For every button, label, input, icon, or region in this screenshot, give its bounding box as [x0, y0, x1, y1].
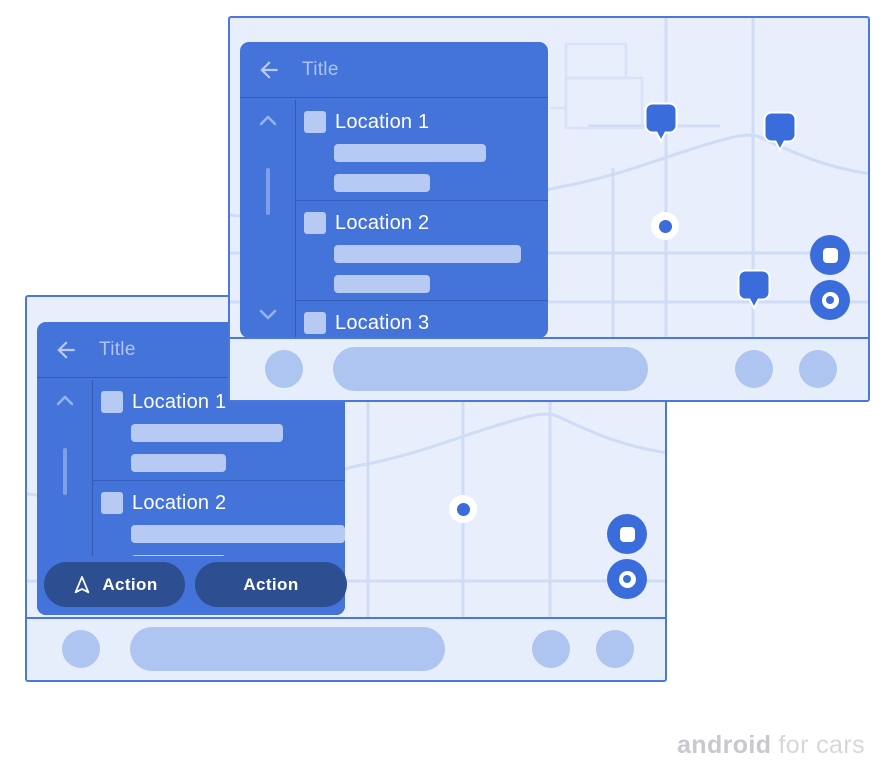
panel-header: Title	[37, 322, 345, 378]
action-bar: Action Action	[44, 562, 347, 607]
list-item-label: Location 1	[132, 390, 227, 413]
panel-header: Title	[240, 42, 548, 98]
list-item-label: Location 2	[132, 491, 227, 514]
map-action-button-square[interactable]	[607, 514, 647, 554]
list-item-label: Location 3	[335, 311, 430, 334]
location-dot-icon	[658, 219, 672, 233]
list-item[interactable]: Location 2	[296, 199, 548, 300]
chevron-up-icon	[259, 115, 276, 125]
arrow-left-icon	[57, 340, 75, 359]
list-item-thumbnail	[304, 111, 326, 133]
location-dot-icon	[456, 502, 470, 516]
list-item-thumbnail	[101, 391, 123, 413]
circle-icon	[821, 291, 839, 309]
navigation-icon	[75, 575, 90, 593]
bottom-bar	[230, 337, 868, 400]
scrollbar-indicator[interactable]	[265, 167, 270, 215]
action-button-primary[interactable]: Action	[44, 562, 185, 607]
chevron-down-icon	[259, 309, 276, 320]
back-button[interactable]	[52, 336, 80, 364]
place-list-panel: Title Loc	[240, 42, 548, 338]
scroll-up-button[interactable]	[55, 394, 75, 409]
chevron-up-icon	[56, 395, 73, 405]
list-item-label: Location 1	[335, 110, 430, 133]
map-action-button-ring[interactable]	[810, 280, 850, 320]
action-button-label: Action	[243, 574, 299, 594]
nav-bar-button[interactable]	[265, 350, 303, 388]
action-button-secondary[interactable]: Action	[195, 562, 347, 607]
map-pin[interactable]	[643, 101, 679, 145]
map-action-button-square[interactable]	[810, 235, 850, 275]
list-item[interactable]: Location 3	[296, 299, 548, 339]
placeholder-text-line	[131, 524, 345, 543]
brand-name-light: for cars	[778, 731, 865, 759]
nav-bar-button[interactable]	[799, 350, 837, 388]
nav-bar-button[interactable]	[532, 630, 570, 668]
page-title: Title	[99, 338, 136, 360]
current-location-marker	[449, 495, 477, 523]
nav-bar-button[interactable]	[62, 630, 100, 668]
brand-name-bold: android	[676, 731, 772, 759]
action-button-label: Action	[102, 574, 158, 594]
list-item-thumbnail	[304, 212, 326, 234]
placeholder-text-line	[334, 244, 521, 263]
scroll-rail	[37, 379, 93, 615]
placeholder-text-line	[131, 423, 283, 442]
placeholder-text-line	[334, 274, 430, 293]
placeholder-text-line	[334, 143, 486, 162]
scroll-down-button[interactable]	[258, 309, 278, 324]
map-pin-icon	[644, 102, 678, 144]
map-pin[interactable]	[762, 110, 798, 154]
page-title: Title	[302, 58, 339, 80]
list-item-thumbnail	[304, 312, 326, 334]
back-button[interactable]	[255, 56, 283, 84]
bottom-bar	[27, 617, 665, 680]
square-icon	[822, 247, 838, 263]
scrollbar-indicator[interactable]	[62, 447, 67, 495]
arrow-left-icon	[260, 60, 278, 79]
list-item-thumbnail	[101, 492, 123, 514]
current-location-marker	[651, 212, 679, 240]
list-item[interactable]: Location 1	[296, 100, 548, 200]
screen-card-place-list-map: Title Loc	[228, 16, 870, 402]
placeholder-text-line	[334, 173, 430, 192]
nav-bar-button[interactable]	[596, 630, 634, 668]
nav-bar-button[interactable]	[735, 350, 773, 388]
place-list: Location 1 Location 2 Loca	[296, 100, 548, 339]
map-action-button-ring[interactable]	[607, 559, 647, 599]
map-pin-icon	[737, 269, 771, 311]
scroll-up-button[interactable]	[258, 114, 278, 129]
scroll-rail	[240, 99, 296, 338]
map-pin[interactable]	[736, 268, 772, 312]
nav-bar-pill-placeholder	[333, 347, 648, 391]
map-pin-icon	[763, 111, 797, 153]
square-icon	[619, 526, 635, 542]
placeholder-text-line	[131, 453, 226, 472]
circle-icon	[618, 570, 636, 588]
nav-bar-pill-placeholder	[130, 627, 445, 671]
list-item[interactable]: Location 1	[93, 380, 345, 480]
list-item-label: Location 2	[335, 211, 430, 234]
brand-logo: android for cars	[677, 731, 865, 760]
map-building-outline	[550, 42, 644, 130]
